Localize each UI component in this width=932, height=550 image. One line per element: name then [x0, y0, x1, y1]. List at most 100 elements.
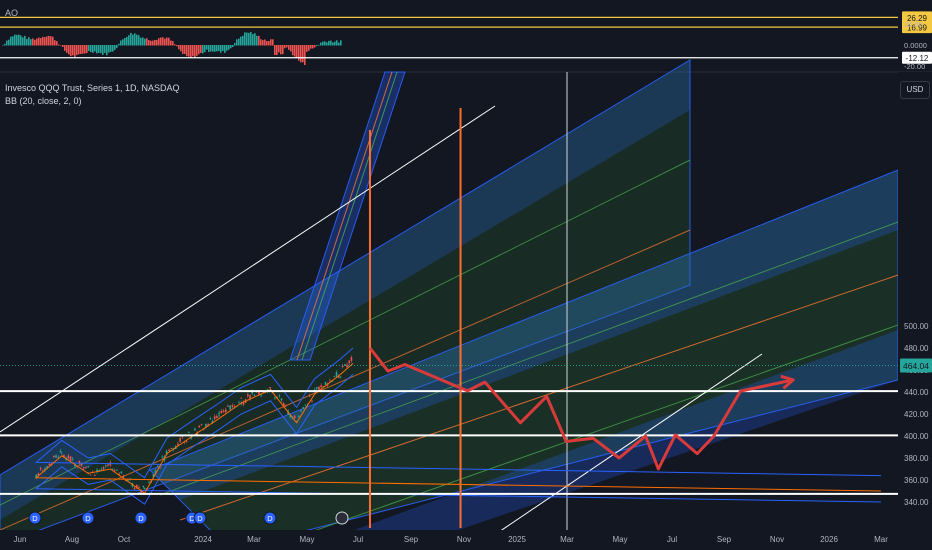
candle-body [120, 471, 123, 474]
ao-bar [318, 44, 320, 46]
ao-bar [138, 35, 140, 46]
ao-bar [188, 45, 190, 57]
time-tick-label: 2026 [820, 535, 838, 544]
price-tick-label: 340.00 [904, 498, 929, 507]
long-channel-upper-inner [159, 221, 899, 496]
ao-bar [92, 45, 94, 53]
ao-bar [276, 45, 278, 56]
candle-body [159, 466, 161, 468]
ao-bar [166, 37, 168, 46]
candle-body [170, 448, 173, 449]
ao-bar [248, 32, 250, 46]
ao-bar [62, 45, 64, 48]
steep-channel [289, 71, 406, 361]
ao-bar [246, 32, 248, 46]
ao-bar [2, 45, 4, 46]
candle-body [238, 402, 240, 404]
ao-bar [158, 38, 160, 46]
ao-bar [218, 45, 220, 51]
ao-bar [170, 40, 172, 46]
ao-bar [98, 45, 100, 53]
ao-bar [332, 42, 334, 46]
candle-body [306, 403, 309, 405]
candle-body [300, 410, 302, 412]
ao-bar [174, 44, 176, 46]
ao-bar [112, 45, 114, 52]
ao-bar [292, 45, 294, 56]
ao-bar [306, 45, 308, 52]
projection-line [368, 347, 794, 471]
price-tick-label: 480.00 [904, 344, 929, 353]
candle-body [69, 456, 72, 461]
instrument-title[interactable]: Invesco QQQ Trust, Series 1, 1D, NASDAQ [5, 83, 180, 93]
ao-bar [274, 45, 276, 55]
current-price-tag [900, 358, 932, 373]
bb-lower [34, 374, 882, 505]
dividend-marker-letter: D [85, 514, 91, 523]
ao-tick-label: -20.00 [904, 62, 925, 71]
dividend-marker-icon [263, 511, 277, 525]
time-tick-label: Mar [874, 535, 888, 544]
candle-body [98, 469, 100, 471]
bb-indicator-label[interactable]: BB (20, close, 2, 0) [5, 96, 82, 106]
ao-bar [60, 44, 62, 46]
time-tick-label: May [299, 535, 314, 544]
time-tick-label: Nov [457, 535, 471, 544]
ao-bar [32, 38, 34, 46]
ao-bar [118, 43, 120, 46]
candle-body [344, 364, 346, 366]
ao-bar [44, 37, 46, 46]
candle-body [96, 469, 98, 472]
candle-body [247, 394, 249, 397]
candle-body [341, 365, 344, 367]
candle-body [205, 423, 207, 427]
ao-indicator-label[interactable]: AO [5, 8, 19, 18]
candle-body [308, 395, 311, 397]
ao-bar [30, 39, 32, 46]
candle-body [318, 386, 320, 390]
candle-body [63, 454, 65, 458]
projection-path [368, 347, 795, 471]
dividend-marker-icon [28, 511, 42, 525]
ao-bar [272, 39, 274, 46]
ao-bar [122, 39, 124, 46]
candle-body [274, 397, 276, 399]
ao-bar [264, 39, 266, 46]
ao-bar [206, 45, 208, 50]
candle-body [213, 416, 216, 419]
candle-body [242, 402, 245, 405]
ao-bar [38, 37, 40, 46]
ao-bar [282, 45, 284, 55]
ao-bar [202, 45, 204, 54]
candle-body [346, 364, 348, 368]
candle-body [233, 406, 236, 408]
candle-body [74, 464, 76, 467]
ao-bar [24, 35, 26, 46]
candle-body [116, 470, 118, 471]
candle-body [148, 481, 150, 483]
candle-body [322, 386, 325, 387]
ao-bar [328, 40, 330, 46]
ao-bar [226, 45, 228, 51]
ao-bar [338, 42, 340, 46]
ao-bar [58, 44, 60, 46]
candle-body [143, 487, 146, 489]
current-price-label: 464.04 [903, 361, 929, 371]
time-axis-background [0, 530, 932, 550]
candle-body [161, 456, 164, 458]
ao-bar [242, 35, 244, 46]
ao-bar [334, 41, 336, 46]
candle-body [229, 405, 231, 410]
ao-bar [140, 37, 142, 46]
time-tick-label: 2024 [194, 535, 212, 544]
ao-bar [36, 38, 38, 46]
ao-bar [198, 45, 200, 55]
ao-bar [194, 45, 196, 59]
ao-bar [238, 38, 240, 46]
currency-button[interactable]: USD [900, 81, 930, 99]
ao-bar [240, 36, 242, 46]
ao-bar [236, 39, 238, 46]
axes: 340.00360.00380.00400.00420.00440.00460.… [0, 72, 932, 550]
